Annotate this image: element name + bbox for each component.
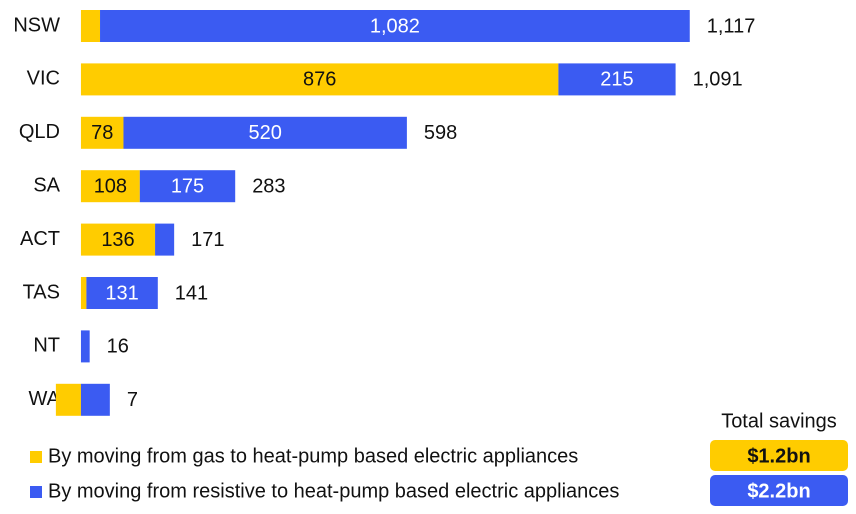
bar-segment	[80, 63, 559, 96]
bar-segment	[155, 223, 175, 256]
category-label: VIC	[27, 68, 60, 90]
total-label: 283	[252, 175, 285, 197]
category-label: TAS	[23, 281, 60, 303]
total-label: 598	[424, 122, 457, 144]
savings-value: $1.2bn	[747, 445, 810, 467]
legend-label: By moving from gas to heat-pump based el…	[48, 445, 578, 467]
legend-label: By moving from resistive to heat-pump ba…	[48, 480, 619, 502]
value-label: 78	[91, 122, 113, 144]
bar-segment	[123, 116, 407, 149]
value-label: 1,082	[370, 15, 420, 37]
bar-segment	[86, 277, 158, 309]
category-label: SA	[33, 174, 60, 196]
category-label: ACT	[20, 228, 60, 250]
value-label: 108	[94, 175, 127, 197]
value-label: 520	[248, 122, 281, 144]
savings-value: $2.2bn	[747, 480, 810, 502]
bar-segment	[80, 330, 90, 363]
bar-segment	[80, 277, 87, 309]
bar-segment	[80, 383, 110, 416]
bar-segment	[80, 170, 140, 203]
category-label: WA	[29, 388, 61, 410]
bar-segment	[558, 63, 676, 96]
category-label: NSW	[13, 14, 60, 36]
total-savings-title: Total savings	[721, 410, 837, 432]
bar-segment	[80, 116, 124, 149]
savings-box	[710, 440, 848, 471]
total-label: 16	[107, 336, 129, 358]
category-label: QLD	[19, 121, 60, 143]
total-label: 1,117	[707, 15, 756, 37]
total-label: 1,091	[693, 69, 743, 91]
total-label: 7	[127, 389, 138, 411]
bar-segment	[55, 383, 81, 416]
bar-segment	[80, 10, 101, 42]
value-label: 175	[171, 175, 204, 197]
value-label: 136	[101, 229, 134, 251]
value-label: 876	[303, 69, 336, 91]
legend-swatch	[30, 451, 42, 463]
bar-segment	[80, 223, 156, 256]
value-label: 215	[600, 69, 633, 91]
bar-segment	[139, 170, 236, 203]
value-label: 131	[105, 282, 138, 304]
legend-swatch	[30, 486, 42, 498]
savings-box	[710, 475, 848, 506]
category-label: NT	[33, 335, 60, 357]
total-label: 171	[191, 229, 224, 251]
total-label: 141	[175, 282, 208, 304]
bar-segment	[100, 10, 690, 42]
